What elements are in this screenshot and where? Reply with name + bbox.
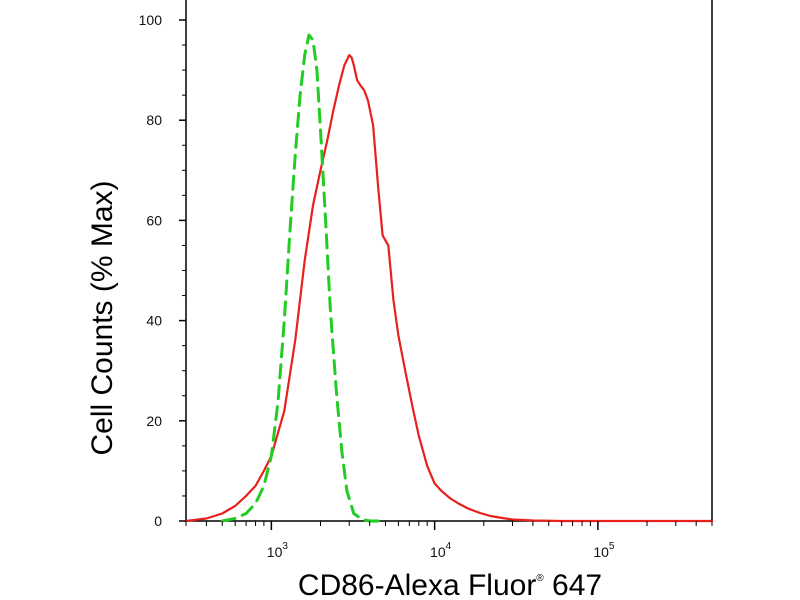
x-tick-label: 104: [430, 541, 452, 560]
tick-layer: 0 20 40 60 80 100 103 104 105: [139, 12, 713, 560]
control-series-line: [220, 33, 387, 523]
y-axis-title: Cell Counts (% Max): [86, 180, 119, 455]
x-tick-label: 105: [593, 541, 615, 560]
y-tick-label: 0: [154, 513, 162, 529]
sample-series-line: [184, 53, 714, 523]
x-axis-title-suffix: 647: [544, 569, 602, 600]
y-tick-label: 60: [146, 212, 162, 228]
y-tick-label: 80: [146, 112, 162, 128]
y-tick-label: 40: [146, 313, 162, 329]
x-axis-title-main: CD86-Alexa Fluor: [298, 569, 536, 600]
x-axis-title: CD86-Alexa Fluor® 647: [298, 569, 602, 600]
y-tick-label: 100: [139, 12, 163, 28]
x-tick-label: 103: [267, 541, 289, 560]
x-axis-title-registered-mark: ®: [536, 573, 544, 584]
series-layer: [184, 33, 714, 523]
plot-axes: [185, 0, 713, 522]
y-tick-label: 20: [146, 413, 162, 429]
